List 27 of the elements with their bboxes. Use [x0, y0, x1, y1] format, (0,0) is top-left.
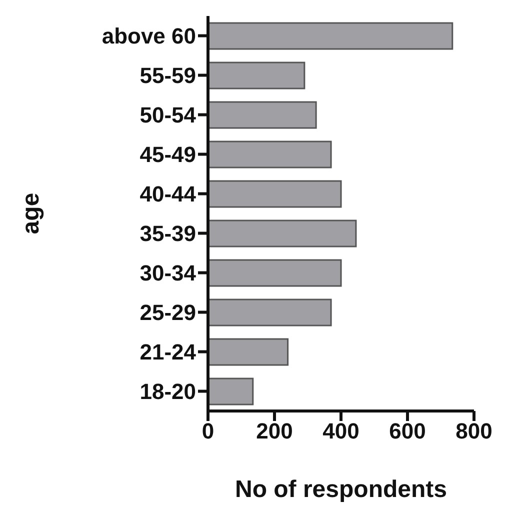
- bar: [208, 140, 332, 168]
- y-tick-label: 35-39: [140, 221, 196, 246]
- bar: [208, 378, 254, 406]
- y-tick-label: 55-59: [140, 63, 196, 88]
- y-tick-label: 25-29: [140, 300, 196, 326]
- bar: [208, 22, 454, 50]
- bar: [208, 259, 342, 287]
- bar: [208, 220, 357, 248]
- y-axis-title: age: [18, 192, 45, 234]
- bar: [208, 298, 332, 326]
- y-tick-label: 21-24: [140, 340, 197, 365]
- bar: [208, 101, 317, 129]
- y-tick-label: 45-49: [140, 142, 196, 168]
- y-tick-label: 30-34: [140, 260, 197, 286]
- x-tick-label: 800: [456, 418, 492, 444]
- y-tick-label: above 60: [102, 24, 196, 49]
- bar: [208, 338, 289, 366]
- bar: [208, 180, 342, 208]
- y-tick-label: 50-54: [140, 102, 197, 128]
- y-tick-label: 40-44: [140, 182, 197, 207]
- y-tick-label: 18-20: [140, 379, 196, 404]
- x-tick-label: 0: [202, 418, 214, 444]
- x-tick-label: 400: [322, 418, 360, 444]
- x-axis-title: No of respondents: [234, 476, 448, 503]
- x-tick-label: 200: [256, 418, 293, 444]
- bar: [208, 62, 306, 90]
- x-tick-label: 600: [389, 418, 426, 444]
